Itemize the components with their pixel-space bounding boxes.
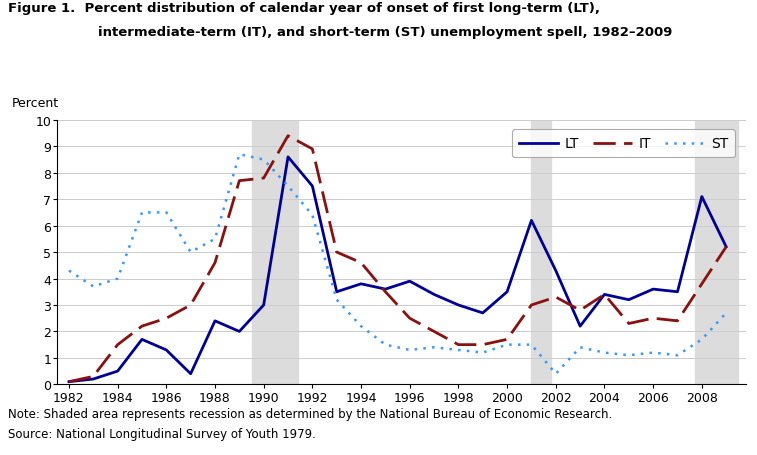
Text: Percent: Percent bbox=[12, 97, 59, 110]
Text: intermediate-term (IT), and short-term (ST) unemployment spell, 1982–2009: intermediate-term (IT), and short-term (… bbox=[98, 26, 673, 40]
Text: Note: Shaded area represents recession as determined by the National Bureau of E: Note: Shaded area represents recession a… bbox=[8, 407, 612, 420]
Text: Source: National Longitudinal Survey of Youth 1979.: Source: National Longitudinal Survey of … bbox=[8, 427, 316, 440]
Bar bbox=[694, 121, 738, 384]
Legend: LT, IT, ST: LT, IT, ST bbox=[512, 130, 735, 158]
Bar bbox=[251, 121, 298, 384]
Text: Figure 1.  Percent distribution of calendar year of onset of first long-term (LT: Figure 1. Percent distribution of calend… bbox=[8, 2, 600, 15]
Bar bbox=[531, 121, 551, 384]
